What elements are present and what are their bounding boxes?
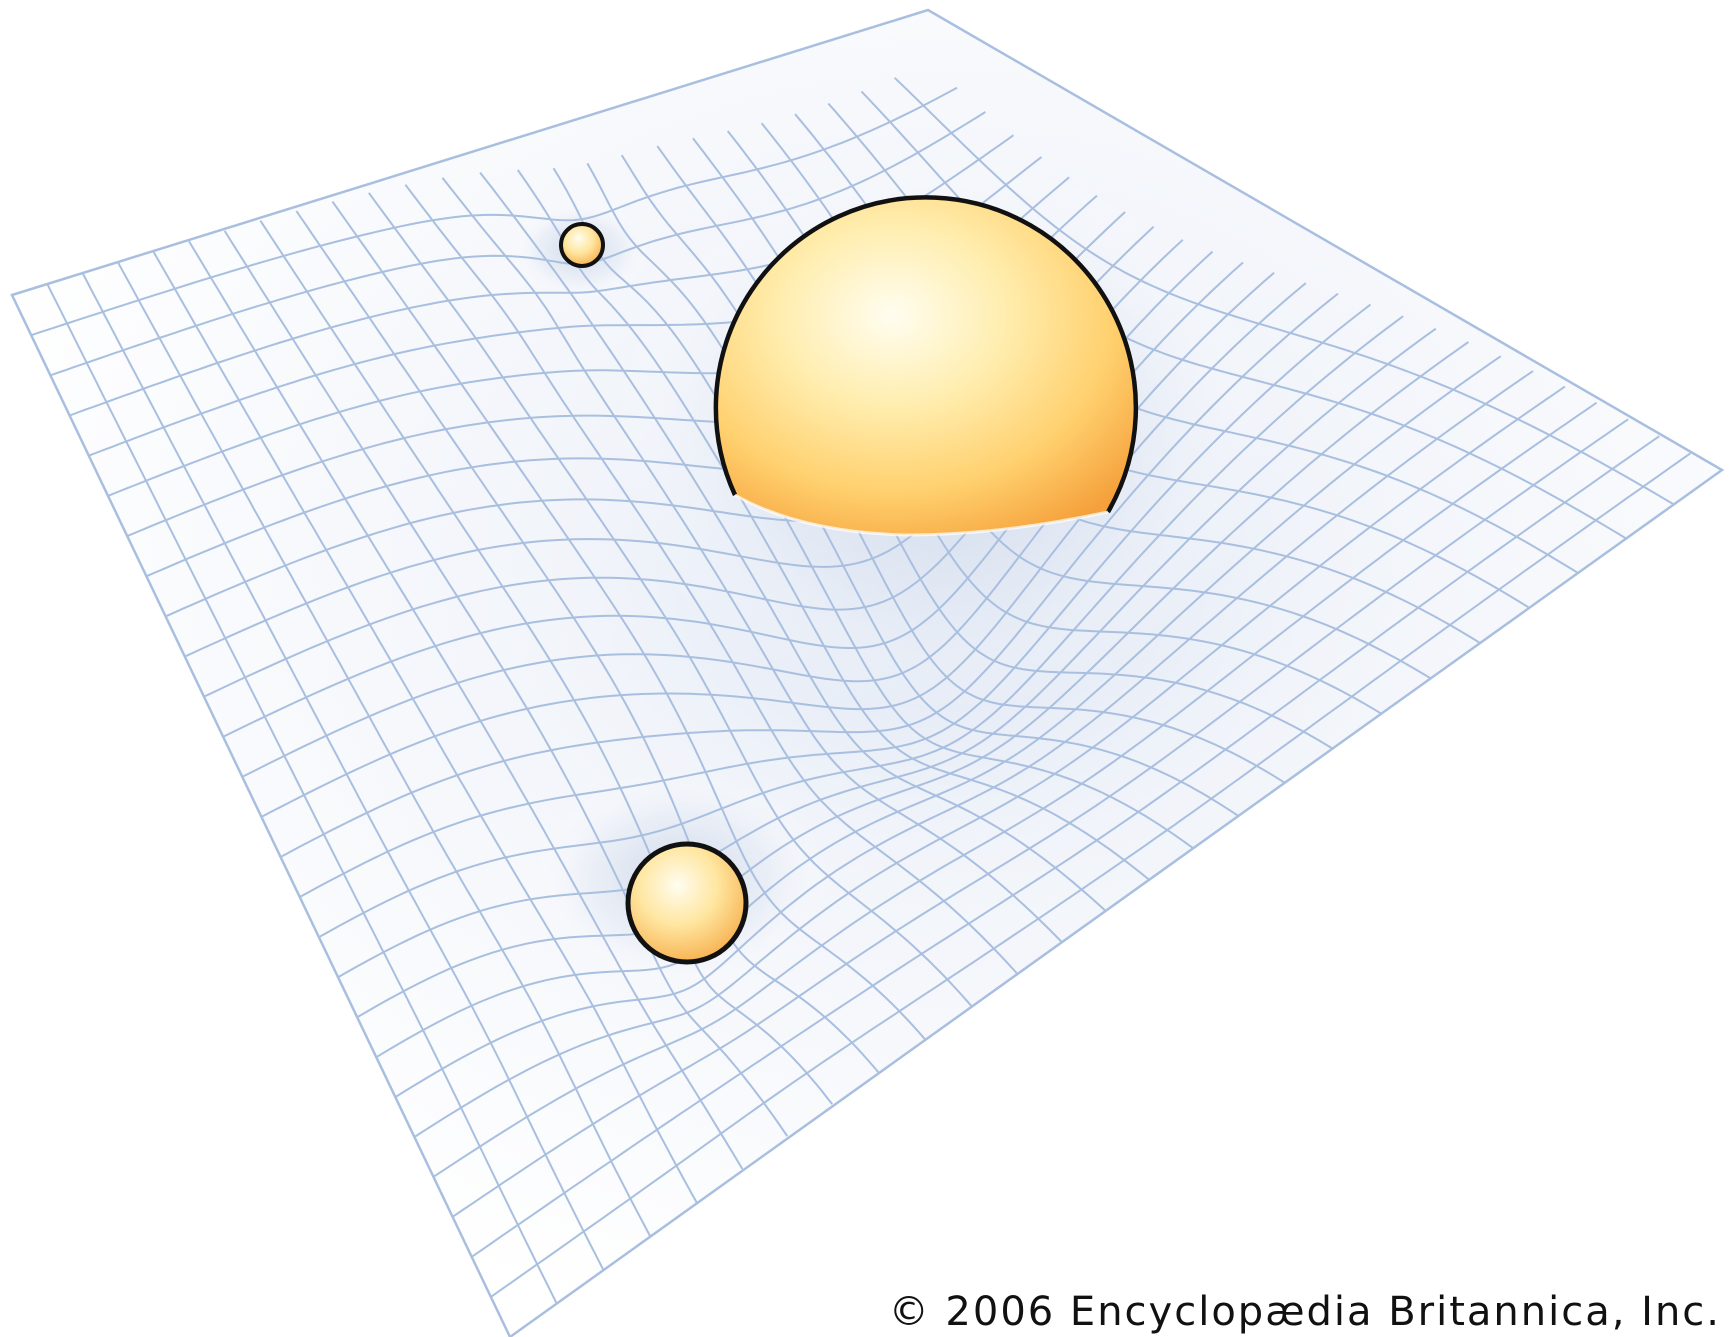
sheet-border [10,8,1725,1337]
grid-line [516,169,1153,883]
grid-line [319,315,1404,938]
grid-line [471,435,1660,1258]
grid-line [586,162,1242,819]
grid-line [300,303,1372,898]
grid-line [376,355,1502,1058]
grid-line [433,401,1598,1178]
grid-line [552,167,1197,852]
large-mass-outline [713,195,1139,514]
large-mass-body [715,197,1136,536]
grid-line [490,452,1691,1298]
grid-line [338,327,1437,978]
small-mass-top [559,222,605,268]
grid-line [280,292,1339,858]
grid-line [894,77,1675,506]
grid-line [357,341,1469,1018]
copyright-credit: © 2006 Encyclopædia Britannica, Inc. [888,1289,1721,1335]
grid-line [414,385,1566,1138]
large-mass-rim [734,493,1109,537]
grid-line [452,418,1629,1218]
grid-line [395,370,1534,1098]
large-mass [713,195,1139,537]
small-mass-bottom [625,841,749,965]
